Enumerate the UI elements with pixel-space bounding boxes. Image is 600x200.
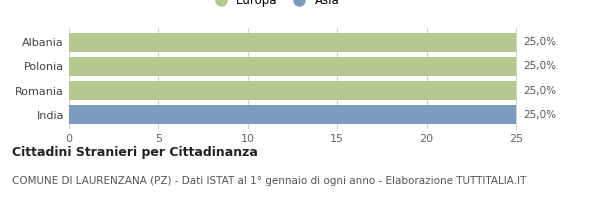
Bar xyxy=(69,57,516,76)
Text: 25,0%: 25,0% xyxy=(523,110,556,120)
Text: 25,0%: 25,0% xyxy=(523,37,556,47)
Text: 25,0%: 25,0% xyxy=(523,61,556,71)
Text: 25,0%: 25,0% xyxy=(523,86,556,96)
Bar xyxy=(69,105,516,124)
Bar xyxy=(69,33,516,52)
Bar xyxy=(69,81,516,100)
Text: Cittadini Stranieri per Cittadinanza: Cittadini Stranieri per Cittadinanza xyxy=(12,146,258,159)
Text: COMUNE DI LAURENZANA (PZ) - Dati ISTAT al 1° gennaio di ogni anno - Elaborazione: COMUNE DI LAURENZANA (PZ) - Dati ISTAT a… xyxy=(12,176,526,186)
Legend: Europa, Asia: Europa, Asia xyxy=(205,0,344,12)
